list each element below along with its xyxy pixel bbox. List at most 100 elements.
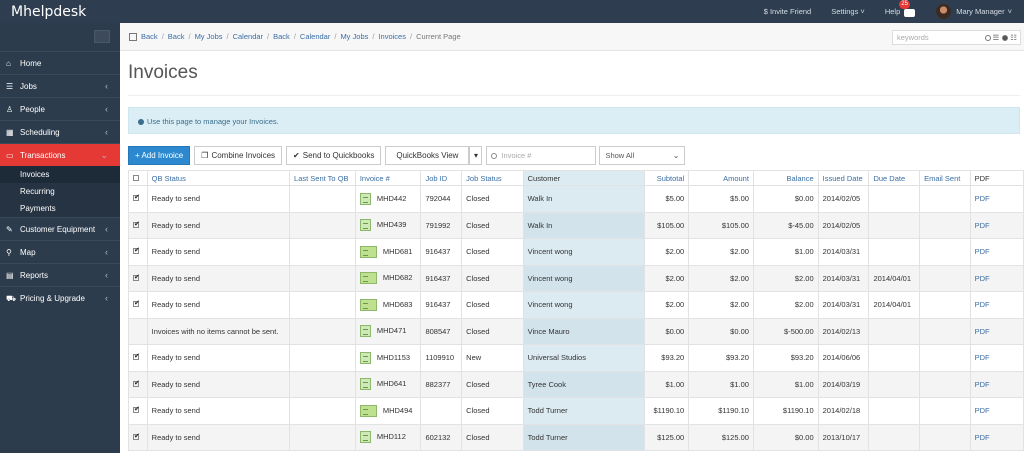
row-checkbox[interactable] — [133, 352, 140, 361]
send-to-quickbooks-button[interactable]: ✔ Send to Quickbooks — [286, 146, 382, 165]
row-checkbox[interactable] — [133, 246, 140, 255]
invoice-number[interactable]: MHD439 — [376, 220, 407, 230]
pdf-link[interactable]: PDF — [974, 432, 990, 442]
invoice-number[interactable]: MHD442 — [376, 193, 407, 203]
breadcrumb-link[interactable]: Calendar — [299, 32, 331, 41]
invoice-number-cell[interactable]: MHD442 — [354, 185, 422, 213]
combine-invoices-button[interactable]: ❐ Combine Invoices — [194, 146, 283, 165]
invoice-number[interactable]: MHD112 — [376, 432, 406, 442]
sidebar-item-people[interactable]: ♙ People ‹ — [0, 97, 120, 120]
pdf-link[interactable]: PDF — [974, 194, 990, 204]
column-header[interactable]: Subtotal — [643, 170, 690, 186]
status-filter-select[interactable]: Show All ⌄ — [599, 146, 686, 165]
sidebar-item-reports[interactable]: ▤ Reports ‹ — [0, 263, 120, 286]
invoice-number-cell[interactable]: MHD683 — [354, 291, 422, 319]
notification-icon[interactable]: 25 — [899, 0, 916, 17]
breadcrumb-link[interactable]: My Jobs — [340, 32, 369, 41]
invoice-number[interactable]: MHD683 — [382, 299, 413, 309]
invoice-number-cell[interactable]: MHD682 — [354, 264, 422, 292]
invoice-number-cell[interactable]: MHD494 — [354, 397, 422, 425]
pdf-link[interactable]: PDF — [974, 326, 990, 336]
invoice-number[interactable]: MHD494 — [382, 405, 413, 415]
pdf-link[interactable]: PDF — [974, 379, 990, 389]
sidebar-subitem-payments[interactable]: Payments — [20, 204, 56, 213]
keyword-search-input[interactable]: keywords — [897, 33, 929, 42]
row-checkbox[interactable] — [133, 299, 140, 308]
row-checkbox[interactable] — [133, 193, 140, 202]
invoice-number-cell[interactable]: MHD681 — [354, 238, 422, 266]
breadcrumb-link[interactable]: Back — [273, 32, 290, 41]
sidebar-item-transactions[interactable]: ▭ Transactions ⌄ — [0, 143, 120, 166]
column-header[interactable]: Email Sent — [919, 170, 971, 186]
table-row[interactable]: Ready to send MHD1153 1109910NewUniversal … — [128, 344, 1024, 372]
invoice-number[interactable]: MHD681 — [382, 246, 413, 256]
row-checkbox[interactable] — [133, 273, 140, 281]
column-header[interactable]: Balance — [752, 170, 819, 186]
breadcrumb-link[interactable]: My Jobs — [194, 32, 223, 41]
breadcrumb-link[interactable]: Back — [141, 32, 158, 41]
sidebar-item-map[interactable]: ⚲ Map ‹ — [0, 240, 120, 263]
invoice-number[interactable]: MHD1153 — [376, 352, 411, 362]
column-header[interactable]: Job ID — [420, 170, 463, 186]
quickbooks-view-button[interactable]: QuickBooks View — [385, 146, 470, 165]
table-row[interactable]: Invoices with no items cannot be sent. MH… — [128, 317, 1024, 345]
pdf-link[interactable]: PDF — [974, 406, 990, 416]
invoice-number[interactable]: MHD641 — [376, 379, 407, 389]
invoice-number-cell[interactable]: MHD471 — [354, 317, 422, 345]
sidebar-item-pricing-upgrade[interactable]: ⛟ Pricing & Upgrade ‹ — [0, 286, 120, 309]
sidebar-subitem-invoices[interactable]: Invoices — [0, 166, 120, 183]
invoice-number[interactable]: MHD471 — [376, 326, 407, 336]
radio-option-icon[interactable] — [984, 34, 991, 41]
pdf-link[interactable]: PDF — [974, 247, 990, 257]
column-header[interactable]: Due Date — [868, 170, 921, 186]
row-checkbox[interactable] — [133, 379, 140, 387]
column-header[interactable]: Invoice # — [354, 170, 422, 186]
quickbooks-view-dropdown[interactable]: ▾ — [469, 146, 483, 165]
user-menu[interactable]: Mary Manager ˅ — [936, 4, 1012, 19]
sidebar-item-home[interactable]: ⌂ Home — [0, 51, 120, 74]
invoice-number-cell[interactable]: MHD112 — [354, 423, 422, 451]
column-header[interactable]: Job Status — [461, 170, 524, 186]
radio-option-icon[interactable] — [1002, 34, 1009, 41]
settings-menu[interactable]: Settings ˅ — [831, 7, 865, 16]
column-header[interactable]: Amount — [688, 170, 754, 186]
row-checkbox[interactable] — [133, 405, 140, 414]
invite-friend-link[interactable]: $ Invite Friend — [763, 7, 812, 16]
invoice-number-cell[interactable]: MHD1153 — [354, 344, 422, 372]
invoice-search-input[interactable]: Invoice # — [486, 146, 597, 165]
help-link[interactable]: Help 25 — [885, 0, 916, 17]
add-invoice-button[interactable]: + Add Invoice — [128, 146, 191, 165]
pdf-link[interactable]: PDF — [974, 353, 990, 363]
invoice-number[interactable]: MHD682 — [382, 273, 413, 283]
sidebar-item-jobs[interactable]: ☰ Jobs ‹ — [0, 74, 120, 97]
row-checkbox[interactable] — [133, 220, 140, 228]
sidebar-item-scheduling[interactable]: ▦ Scheduling ‹ — [0, 120, 120, 143]
app-logo[interactable]: Mhelpdesk — [11, 4, 87, 20]
row-checkbox[interactable] — [133, 432, 140, 440]
invoice-number-cell[interactable]: MHD641 — [354, 370, 422, 398]
home-icon[interactable] — [129, 32, 137, 41]
column-header[interactable]: Customer — [522, 170, 645, 186]
column-header[interactable]: QB Status — [146, 170, 291, 186]
pdf-link[interactable]: PDF — [974, 300, 990, 310]
breadcrumb-link[interactable]: Invoices — [378, 32, 406, 41]
pdf-link[interactable]: PDF — [974, 273, 990, 283]
column-header[interactable]: Issued Date — [817, 170, 870, 186]
breadcrumb-link[interactable]: Calendar — [232, 32, 264, 41]
sidebar-toggle-button[interactable] — [94, 30, 110, 43]
sidebar-item-customer-equipment[interactable]: ✎ Customer Equipment ‹ — [0, 217, 120, 240]
select-all-checkbox[interactable] — [133, 174, 139, 181]
sidebar-subitem-recurring[interactable]: Recurring — [20, 187, 55, 196]
pdf-link[interactable]: PDF — [974, 220, 990, 230]
invoice-number-cell[interactable]: MHD439 — [354, 211, 422, 239]
breadcrumb-link[interactable]: Back — [167, 32, 185, 41]
column-header[interactable]: Last Sent To QB — [289, 170, 356, 186]
